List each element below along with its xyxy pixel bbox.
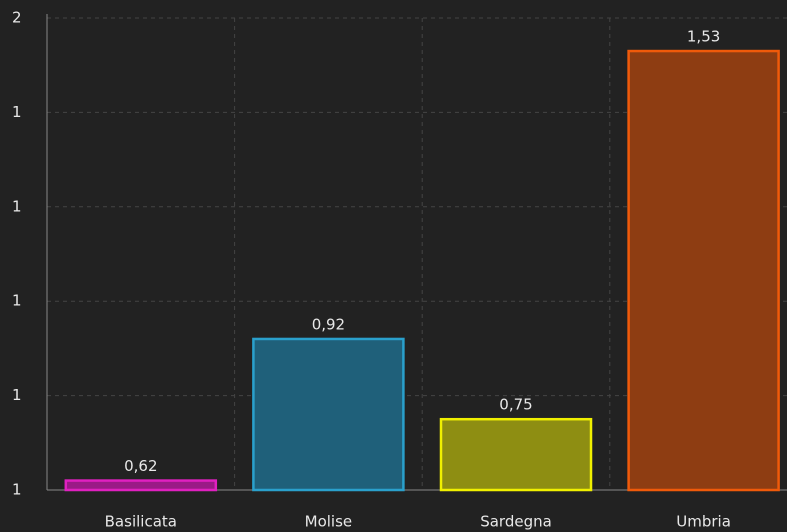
y-tick-label: 1 <box>12 103 22 121</box>
data-label: 1,53 <box>687 28 720 46</box>
bar <box>252 337 405 492</box>
x-tick-label: Sardegna <box>480 513 552 531</box>
y-tick-label: 1 <box>12 386 22 404</box>
bar <box>627 49 780 492</box>
y-tick-label: 1 <box>12 481 22 499</box>
x-tick-label: Umbria <box>676 513 731 531</box>
y-tick-label: 1 <box>12 197 22 215</box>
x-tick-label: Molise <box>305 513 353 531</box>
bar <box>64 479 218 492</box>
y-tick-label: 1 <box>12 292 22 310</box>
data-label: 0,62 <box>124 457 157 475</box>
data-label: 0,92 <box>312 315 345 333</box>
x-tick-label: Basilicata <box>105 513 177 531</box>
data-label: 0,75 <box>499 396 532 414</box>
y-tick-label: 2 <box>12 9 22 27</box>
bar <box>439 417 593 492</box>
